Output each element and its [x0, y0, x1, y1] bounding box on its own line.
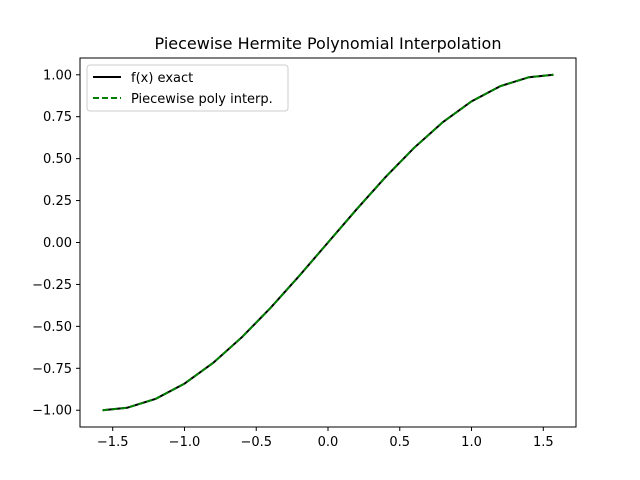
y-tick-label: −0.75: [32, 362, 72, 377]
y-tick-label: 0.00: [43, 236, 72, 251]
legend-label-interp: Piecewise poly interp.: [131, 92, 273, 107]
y-tick-label: 0.75: [43, 110, 72, 125]
x-tick-label: 1.5: [533, 435, 554, 450]
legend-box: [86, 64, 289, 112]
chart-title: Piecewise Hermite Polynomial Interpolati…: [155, 34, 502, 53]
y-tick-label: −0.50: [32, 320, 72, 335]
legend-label-exact: f(x) exact: [131, 71, 193, 86]
legend: f(x) exact Piecewise poly interp.: [86, 64, 289, 112]
y-tick-label: −1.00: [32, 404, 72, 419]
x-axis: −1.5 −1.0 −0.5 0.0 0.5 1.0 1.5: [97, 427, 554, 450]
x-tick-label: −1.0: [169, 435, 201, 450]
y-axis: −1.00 −0.75 −0.50 −0.25 0.00 0.25 0.50 0.75 1.00: [32, 68, 80, 419]
series-line-1: [102, 73, 554, 412]
x-tick-label: 1.0: [461, 435, 482, 450]
y-tick-label: 0.50: [43, 152, 72, 167]
x-tick-label: 0.5: [389, 435, 410, 450]
y-tick-label: 1.00: [43, 68, 72, 83]
x-tick-label: 0.0: [318, 435, 339, 450]
x-tick-label: −1.5: [97, 435, 129, 450]
x-tick-label: −0.5: [240, 435, 272, 450]
plot-lines: [102, 73, 554, 412]
y-tick-label: −0.25: [32, 278, 72, 293]
y-tick-label: 0.25: [43, 194, 72, 209]
